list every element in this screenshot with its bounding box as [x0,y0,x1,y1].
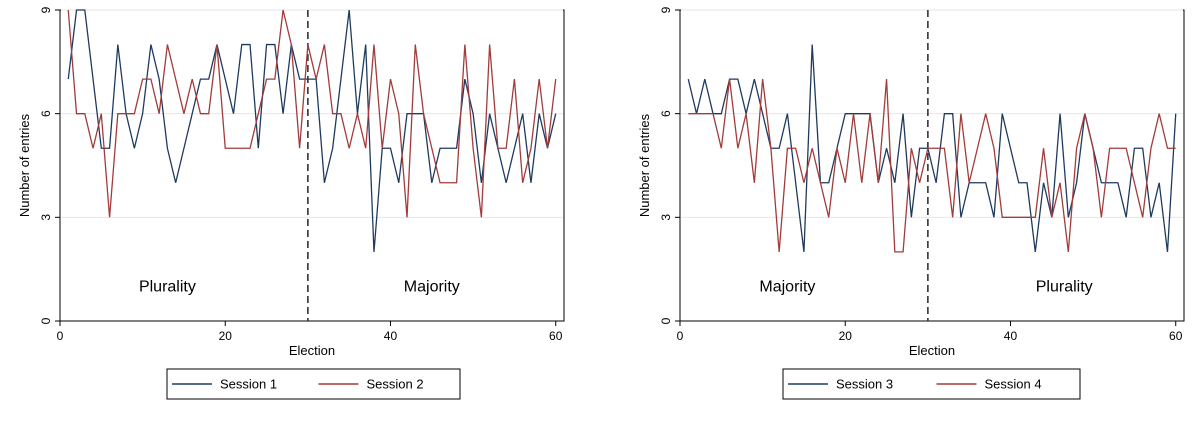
y-tick-label: 6 [39,110,53,117]
x-tick-label: 0 [677,329,684,343]
legend-label: Session 4 [985,377,1042,392]
x-axis-title: Election [909,343,955,358]
legend-label: Session 1 [220,377,277,392]
legend: Session 3 Session 4 [782,368,1081,400]
y-tick-label: 9 [659,6,673,13]
annotation-majority: Majority [404,278,460,295]
legend-box [166,368,461,400]
series-line-session-2 [67,9,557,218]
x-tick-label: 60 [1169,329,1183,343]
x-tick-label: 20 [839,329,853,343]
annotation-plurality: Plurality [139,278,196,295]
series-line-session-4 [688,79,1176,253]
series-line-session-3 [687,44,1177,252]
legend-label: Session 2 [367,377,424,392]
legend-box [782,368,1081,400]
annotation-plurality: Plurality [1036,278,1093,295]
y-axis-title: Number of entries [17,113,32,217]
x-tick-label: 60 [549,329,563,343]
y-tick-label: 6 [659,110,673,117]
x-tick-label: 20 [219,329,233,343]
legend-label: Session 3 [836,377,893,392]
legend: Session 1 Session 2 [166,368,461,400]
annotation-majority: Majority [759,278,815,295]
x-axis-title: Election [289,343,335,358]
x-tick-label: 40 [1004,329,1018,343]
x-tick-label: 40 [384,329,398,343]
y-tick-label: 0 [39,317,53,324]
chart-1: 0 3 6 9 0 20 40 60 Election Number of entries Plur… [17,6,565,400]
chart-2: 0 3 6 9 0 20 40 60 Election Number of entries Majo… [637,6,1185,400]
y-tick-label: 3 [39,214,53,221]
y-axis-title: Number of entries [637,113,652,217]
y-tick-label: 0 [659,317,673,324]
y-tick-label: 9 [39,6,53,13]
series-line-session-1 [67,9,557,252]
y-tick-label: 3 [659,214,673,221]
x-tick-label: 0 [57,329,64,343]
plot-frame [59,9,565,322]
